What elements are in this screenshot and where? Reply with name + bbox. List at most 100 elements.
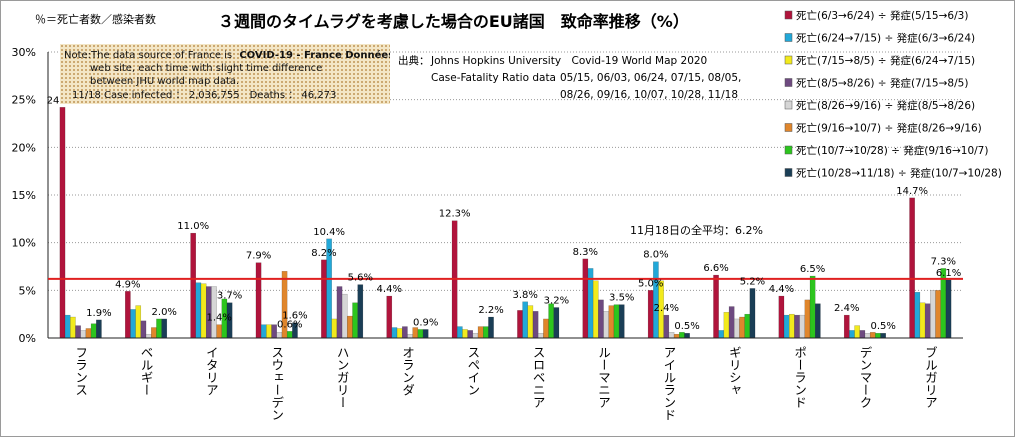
bar (598, 299, 604, 339)
x-category-label: ブルガリア (923, 345, 938, 409)
bar (80, 330, 87, 339)
y-tick-label: 10% (12, 237, 36, 250)
x-category-label: ギリシャ (727, 346, 742, 396)
value-label: 12.3% (439, 209, 471, 220)
legend-item: 死亡(9/16→10/7) ÷ 発症(8/26→9/16) (784, 122, 982, 135)
note-line1-bold: COVID-19 - France Données (239, 49, 390, 61)
bar (875, 333, 881, 339)
bar (477, 326, 484, 339)
bar (945, 279, 952, 339)
x-category-label: ポーランド (792, 346, 807, 409)
legend-label: 死亡(9/16→10/7) ÷ 発症(8/26→9/16) (796, 122, 982, 135)
bar (347, 315, 353, 339)
x-category-label: アイルランド (661, 346, 676, 421)
bar (331, 318, 338, 339)
value-label: 8.2% (311, 248, 336, 259)
source-label: 出典： (398, 54, 430, 67)
bar (924, 303, 931, 339)
value-label: 5.0% (638, 278, 663, 289)
legend-item: 死亡(10/7→10/28) ÷ 発症(9/16→10/7) (784, 144, 988, 157)
value-label: 0.9% (413, 317, 438, 328)
value-label: 2.2% (478, 305, 503, 316)
bar (341, 293, 348, 339)
bar (582, 258, 589, 339)
bar (396, 328, 403, 339)
legend-swatch (784, 33, 793, 42)
bar (200, 283, 207, 339)
bar (815, 303, 821, 339)
bar (472, 333, 479, 339)
bar (668, 332, 675, 339)
bar (90, 323, 97, 339)
value-label: 6.1% (936, 268, 961, 279)
bar (553, 307, 560, 339)
bar (794, 314, 800, 339)
x-category-label: ベルギー (139, 346, 154, 396)
bar (402, 326, 408, 339)
bar (457, 326, 463, 339)
bar (789, 313, 795, 339)
bar (854, 325, 860, 339)
bar-group (909, 197, 952, 339)
note-line3: between JHU world map data. (90, 76, 239, 87)
bar (739, 316, 745, 339)
legend-swatch (784, 145, 793, 155)
bar (161, 318, 168, 339)
legend-item: 死亡(7/15→8/5) ÷ 発症(6/24→7/15) (784, 54, 975, 67)
legend-swatch (784, 100, 793, 110)
x-category-label: デンマーク (857, 346, 872, 409)
bar (75, 325, 81, 339)
bar (935, 290, 941, 339)
bar (613, 304, 620, 339)
bar (321, 259, 327, 339)
value-label: 2.4% (654, 303, 679, 314)
value-label: 6.6% (703, 263, 728, 274)
source-line-2-label: Case-Fatality Ratio data (431, 72, 556, 84)
bar (130, 309, 136, 339)
legend-swatch (784, 55, 793, 65)
note-line1-prefix: Note:The data source of France is (64, 50, 232, 61)
bar (271, 324, 277, 339)
legend-item: 死亡(6/24→7/15) ÷ 発症(6/3→6/24) (784, 32, 975, 45)
x-axis-category-labels: フランス ベルギー イタリア スウェーデン ハンガリー オランダ スペイン スロベニア ルーマニ… (73, 345, 938, 421)
value-label: 5.6% (348, 273, 373, 284)
bar (195, 282, 202, 339)
bar-group (517, 301, 560, 339)
bar (156, 318, 162, 339)
legend-label: 死亡(7/15→8/5) ÷ 発症(6/24→7/15) (796, 54, 975, 67)
bar (266, 324, 272, 339)
bar (859, 330, 866, 339)
bar (684, 333, 690, 339)
legend-item: 死亡(8/5→8/26) ÷ 発症(7/15→8/5) (784, 77, 968, 90)
average-line-group: 11月18日の全平均：6.2% (48, 223, 963, 280)
bar (618, 304, 625, 339)
y-axis-tick-labels: 0% 5% 10% 15% 20% 25% 30% (12, 46, 36, 345)
source-line-1: Johns Hopkins University Covid-19 World … (430, 55, 707, 67)
value-label: 8.3% (573, 247, 598, 258)
bar-group (190, 232, 233, 339)
bar (673, 333, 680, 339)
y-tick-label: 20% (12, 141, 36, 154)
legend-swatch (784, 10, 793, 20)
legend-item: 死亡(8/26→9/16) ÷ 発症(8/5→8/26) (784, 99, 975, 112)
bar (352, 302, 358, 339)
value-label: 7.9% (246, 251, 271, 262)
y-tick-label: 0% (19, 332, 36, 345)
bar (140, 320, 147, 339)
bar (422, 329, 429, 339)
legend-swatch (784, 78, 793, 87)
value-label: 2.4% (834, 303, 859, 314)
value-label: 14.7% (896, 186, 928, 197)
x-category-label: ルーマニア (596, 346, 611, 409)
bar (517, 310, 523, 339)
value-label: 3.5% (609, 293, 634, 304)
bar (483, 326, 489, 339)
x-category-label: イタリア (204, 346, 219, 396)
source-line-2-dates: 05/15, 06/03, 06/24, 07/15, 08/05, (560, 72, 741, 84)
bar (488, 316, 494, 339)
bar (190, 232, 196, 339)
y-tick-label: 5% (19, 284, 36, 297)
bar (843, 314, 850, 339)
legend-label: 死亡(10/7→10/28) ÷ 発症(9/16→10/7) (796, 144, 988, 157)
